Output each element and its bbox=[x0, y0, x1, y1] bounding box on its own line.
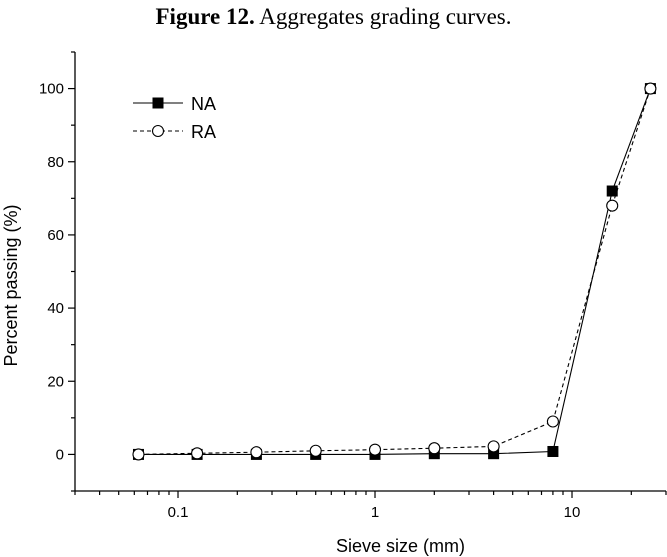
data-point-na bbox=[606, 185, 618, 197]
data-point-ra bbox=[250, 446, 263, 459]
x-tick-label: 0.1 bbox=[168, 504, 189, 521]
x-tick-label: 10 bbox=[564, 504, 581, 521]
legend-label-na: NA bbox=[191, 94, 216, 114]
data-point-ra bbox=[132, 448, 145, 461]
data-point-ra bbox=[487, 440, 500, 453]
data-point-ra bbox=[368, 443, 382, 456]
y-tick-label: 80 bbox=[47, 154, 64, 171]
series-line-na bbox=[138, 88, 651, 455]
data-point-ra bbox=[644, 82, 657, 95]
legend-marker-ra bbox=[151, 124, 165, 138]
series-line-ra bbox=[138, 88, 651, 455]
series-ra bbox=[132, 82, 657, 461]
axes: 0 20 40 60 80 100 0.1 1 10 bbox=[39, 51, 667, 521]
legend-entry-ra: RA bbox=[133, 122, 216, 142]
y-axis-title: Percent passing (%) bbox=[1, 204, 21, 366]
legend-label-ra: RA bbox=[191, 122, 216, 142]
y-tick-label: 0 bbox=[56, 446, 64, 463]
legend: NA RA bbox=[133, 94, 216, 142]
legend-entry-na: NA bbox=[133, 94, 216, 114]
data-point-ra bbox=[606, 199, 619, 212]
data-point-ra bbox=[546, 415, 559, 428]
y-tick-label: 40 bbox=[47, 300, 64, 317]
figure-caption-text: Aggregates grading curves. bbox=[254, 4, 512, 29]
data-point-ra bbox=[191, 447, 204, 460]
y-tick-label: 100 bbox=[39, 81, 64, 98]
series-layer bbox=[132, 82, 657, 461]
data-point-ra bbox=[428, 442, 441, 455]
x-tick-label: 1 bbox=[371, 504, 379, 521]
legend-marker-na bbox=[152, 97, 164, 109]
y-tick-label: 20 bbox=[47, 373, 64, 390]
x-axis-title: Sieve size (mm) bbox=[336, 536, 465, 556]
data-point-na bbox=[547, 445, 559, 457]
figure-caption: Figure 12. Aggregates grading curves. bbox=[0, 0, 667, 32]
data-point-ra bbox=[309, 444, 322, 457]
figure-caption-label: Figure 12. bbox=[155, 4, 255, 29]
y-tick-label: 60 bbox=[47, 227, 64, 244]
